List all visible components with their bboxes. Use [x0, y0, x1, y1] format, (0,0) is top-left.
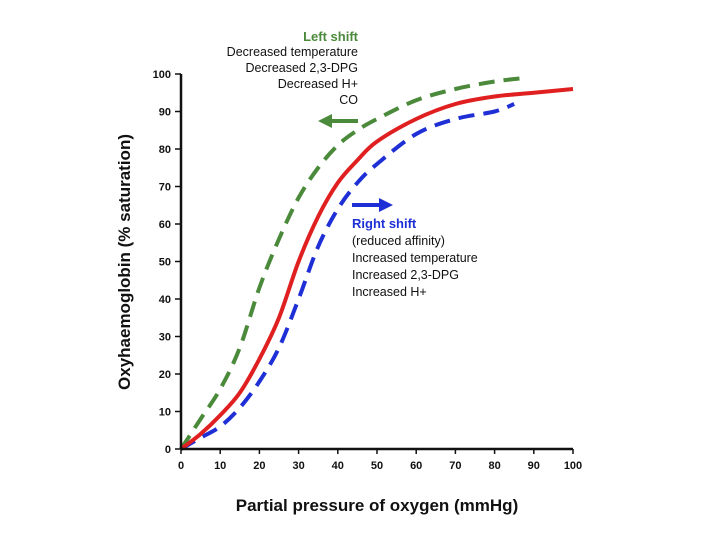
left-shift-annotation: Left shift Decreased temperature Decreas…: [227, 29, 359, 128]
y-tick-label: 50: [159, 257, 171, 269]
y-tick-label: 0: [165, 444, 171, 456]
right-shift-annotation: Right shift (reduced affinity) Increased…: [352, 198, 478, 299]
x-tick-label: 30: [292, 460, 304, 472]
right-shift-line-1: (reduced affinity): [352, 234, 445, 248]
x-tick-label: 70: [449, 460, 461, 472]
left-arrow-icon: [318, 114, 358, 128]
y-tick-label: 70: [159, 182, 171, 194]
y-tick-label: 60: [159, 219, 171, 231]
y-tick-label: 100: [153, 69, 171, 81]
right-arrow-icon: [352, 198, 393, 212]
left-shift-line-2: Decreased 2,3-DPG: [245, 61, 358, 75]
x-axis-title: Partial pressure of oxygen (mmHg): [236, 496, 518, 515]
x-ticks: 0 10 20 30 40 50 60 70 80 90 100: [178, 449, 582, 472]
y-tick-label: 40: [159, 294, 171, 306]
right-shift-line-4: Increased H+: [352, 285, 427, 299]
x-tick-label: 90: [528, 460, 540, 472]
y-tick-label: 20: [159, 369, 171, 381]
y-ticks: 0 10 20 30 40 50 60 70 80 90 100: [153, 69, 181, 456]
left-shift-line-3: Decreased H+: [278, 77, 358, 91]
y-tick-label: 90: [159, 107, 171, 119]
right-shift-line-3: Increased 2,3-DPG: [352, 268, 459, 282]
right-shift-line-2: Increased temperature: [352, 251, 478, 265]
x-tick-label: 60: [410, 460, 422, 472]
y-tick-label: 10: [159, 407, 171, 419]
x-tick-label: 100: [564, 460, 582, 472]
curves-layer: [179, 75, 574, 451]
x-tick-label: 40: [332, 460, 344, 472]
x-tick-label: 10: [214, 460, 226, 472]
y-tick-label: 80: [159, 144, 171, 156]
left-shift-curve-line: [179, 75, 527, 451]
y-axis-title: Oxyhaemoglobin (% saturation): [115, 134, 134, 390]
left-shift-line-4: CO: [339, 93, 358, 107]
left-shift-title: Left shift: [303, 29, 359, 44]
x-tick-label: 80: [488, 460, 500, 472]
x-tick-label: 50: [371, 460, 383, 472]
right-shift-curve-line: [180, 102, 515, 451]
normal-curve-line: [179, 87, 574, 451]
x-tick-label: 0: [178, 460, 184, 472]
left-shift-line-1: Decreased temperature: [227, 45, 358, 59]
y-tick-label: 30: [159, 332, 171, 344]
right-shift-title: Right shift: [352, 216, 417, 231]
x-tick-label: 20: [253, 460, 265, 472]
